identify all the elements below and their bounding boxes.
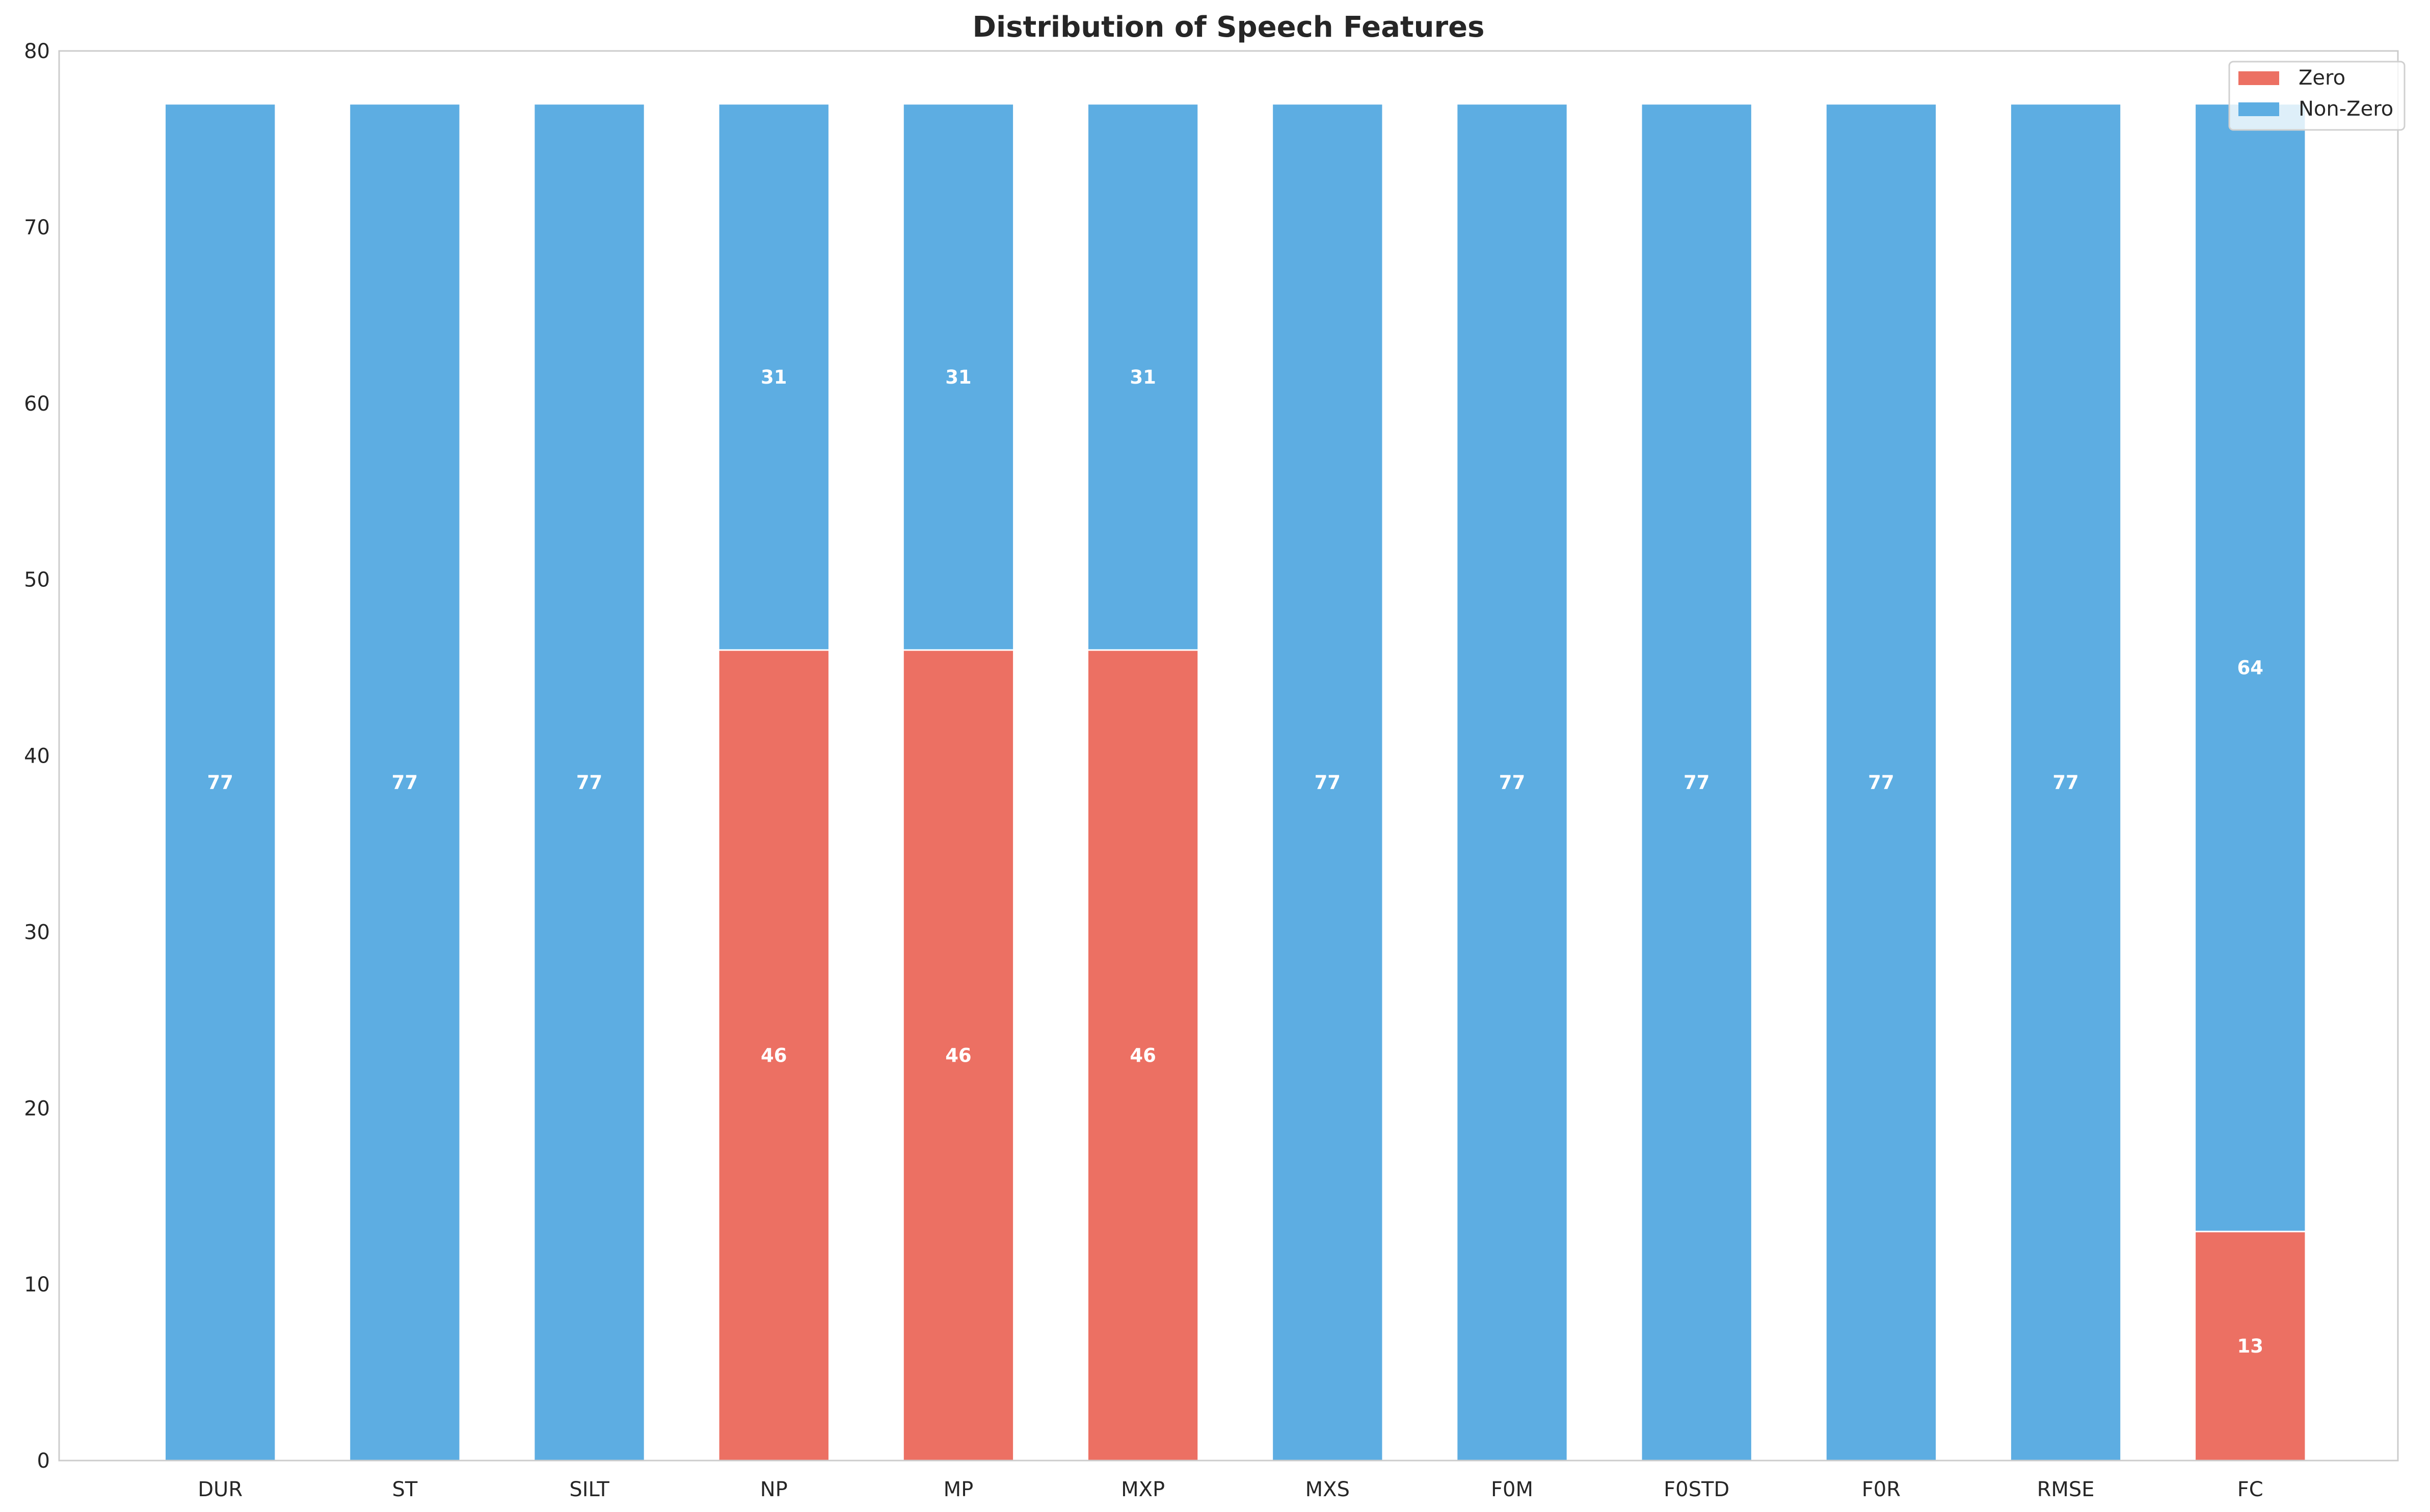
data-label: 77 — [576, 771, 603, 793]
bar-non-zero-f0m — [1456, 103, 1568, 1462]
bar-non-zero-mp — [902, 103, 1015, 651]
y-tick-label: 40 — [24, 745, 50, 768]
y-tick-label: 80 — [24, 40, 50, 63]
y-tick-label: 30 — [24, 921, 50, 944]
data-label: 31 — [945, 366, 972, 388]
bar-non-zero-dur — [164, 103, 277, 1462]
x-tick-label: F0R — [1862, 1478, 1901, 1501]
x-tick-label: DUR — [198, 1478, 243, 1501]
data-label: 77 — [2052, 771, 2079, 793]
legend: Zero Non-Zero — [2228, 61, 2406, 131]
x-tick-label: NP — [760, 1478, 788, 1501]
data-label: 77 — [1499, 771, 1526, 793]
y-tick-label: 50 — [24, 569, 50, 592]
bar-non-zero-st — [349, 103, 461, 1462]
bar-non-zero-mxp — [1086, 103, 1199, 651]
bar-zero-mxp — [1086, 649, 1199, 1462]
x-tick-label: FC — [2237, 1478, 2263, 1501]
bar-non-zero-np — [717, 103, 830, 651]
bar-zero-mp — [902, 649, 1015, 1462]
y-tick-label: 0 — [37, 1449, 50, 1473]
x-tick-label: ST — [392, 1478, 417, 1501]
legend-label: Non-Zero — [2299, 97, 2393, 121]
legend-label: Zero — [2299, 66, 2345, 90]
x-tick-label: MP — [944, 1478, 974, 1501]
y-tick-label: 20 — [24, 1097, 50, 1120]
y-tick-label: 70 — [24, 216, 50, 239]
bar-non-zero-f0r — [1825, 103, 1938, 1462]
data-label: 77 — [1315, 771, 1341, 793]
data-label: 13 — [2237, 1335, 2264, 1357]
bar-non-zero-silt — [533, 103, 646, 1462]
data-label: 46 — [945, 1044, 972, 1066]
x-tick-label: RMSE — [2037, 1478, 2095, 1501]
y-tick-label: 60 — [24, 392, 50, 416]
data-label: 77 — [392, 771, 418, 793]
bar-non-zero-fc — [2194, 103, 2307, 1232]
bar-zero-fc — [2194, 1230, 2307, 1462]
legend-swatch-non-zero — [2238, 102, 2279, 116]
data-label: 77 — [1868, 771, 1894, 793]
x-tick-label: F0STD — [1664, 1478, 1729, 1501]
legend-swatch-zero — [2238, 71, 2279, 85]
data-label: 77 — [1684, 771, 1710, 793]
x-tick-label: SILT — [569, 1478, 609, 1501]
bar-non-zero-f0std — [1640, 103, 1753, 1462]
x-tick-label: MXP — [1121, 1478, 1165, 1501]
plot-frame — [58, 50, 2399, 1462]
bar-non-zero-mxs — [1271, 103, 1384, 1462]
x-tick-label: F0M — [1491, 1478, 1533, 1501]
data-label: 64 — [2237, 657, 2264, 679]
bar-zero-np — [717, 649, 830, 1462]
x-tick-label: MXS — [1305, 1478, 1350, 1501]
bar-non-zero-rmse — [2009, 103, 2122, 1462]
data-label: 31 — [761, 366, 787, 388]
data-label: 46 — [1130, 1044, 1156, 1066]
data-label: 77 — [207, 771, 233, 793]
data-label: 46 — [761, 1044, 787, 1066]
y-tick-label: 10 — [24, 1273, 50, 1297]
chart-title: Distribution of Speech Features — [973, 11, 1485, 44]
data-label: 31 — [1130, 366, 1156, 388]
